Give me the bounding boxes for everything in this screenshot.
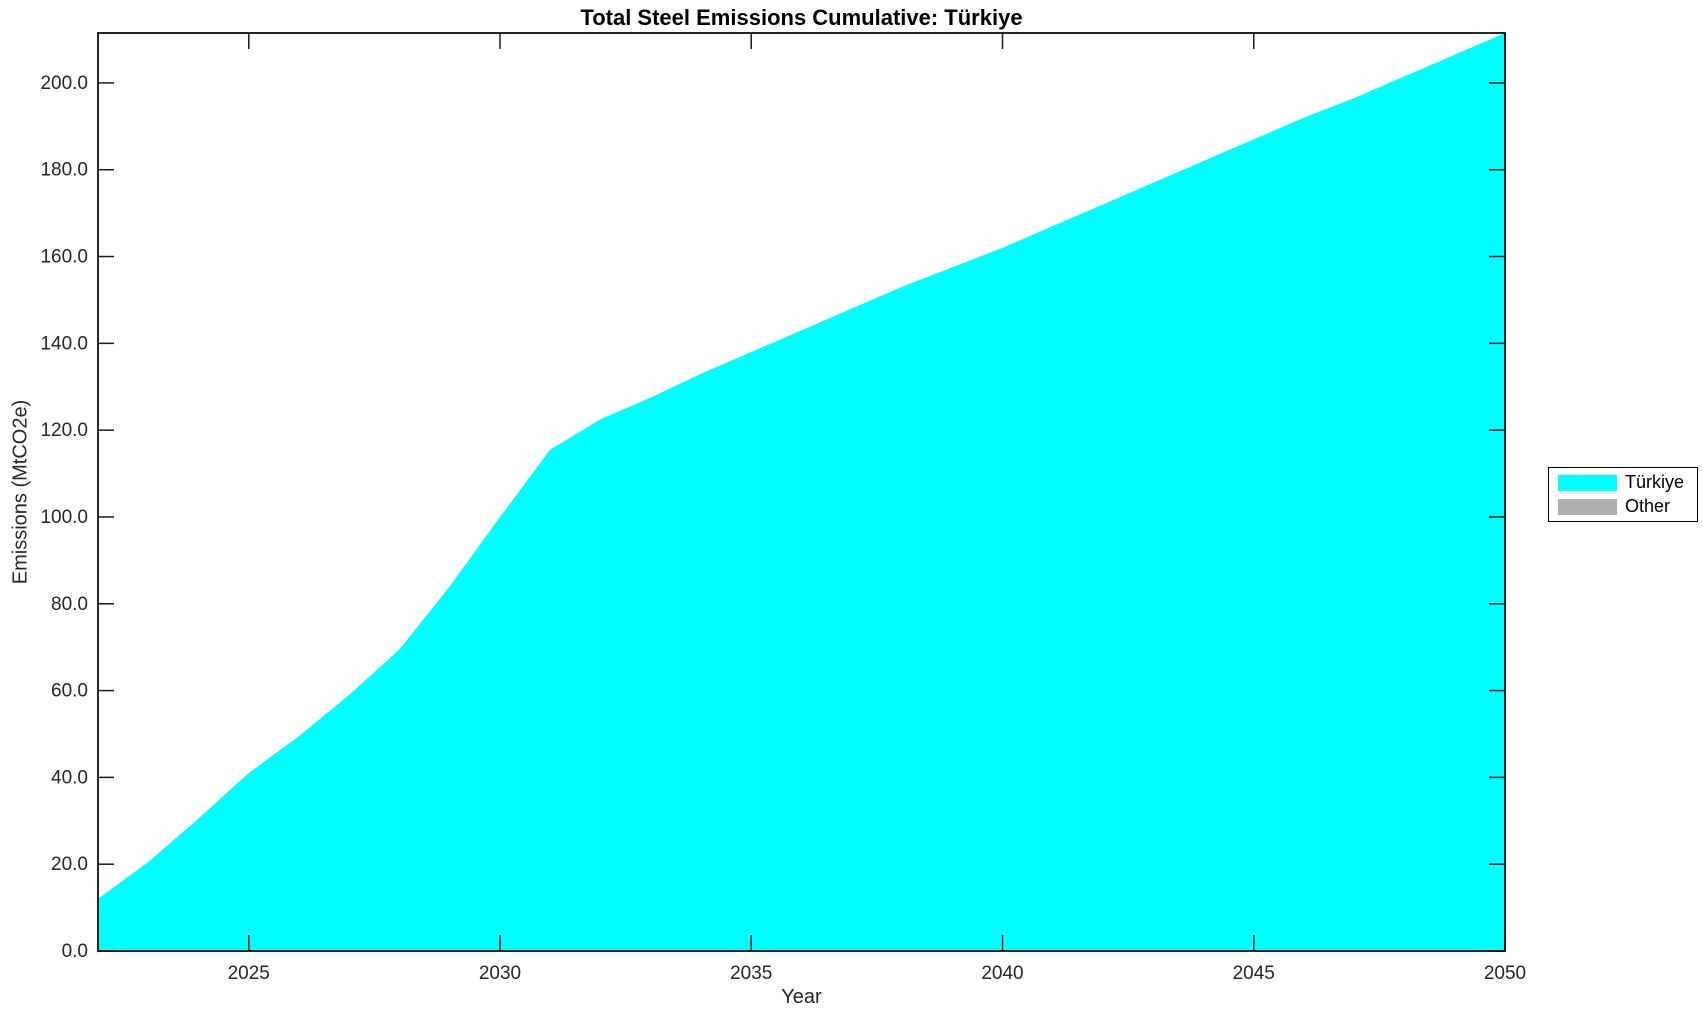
x-tick-label-2030: 2030 (479, 963, 521, 984)
y-tick-label-80.0: 80.0 (51, 594, 88, 615)
x-tick-label-2035: 2035 (730, 963, 772, 984)
legend-entry-turkiye: Türkiye (1549, 472, 1697, 493)
x-tick-label-2025: 2025 (228, 963, 270, 984)
y-tick-label-180.0: 180.0 (40, 160, 88, 181)
legend-label-other: Other (1625, 496, 1671, 516)
y-axis-label: Emissions (MtCO2e) (9, 399, 32, 585)
y-tick-label-100.0: 100.0 (40, 507, 88, 528)
chart-title: Total Steel Emissions Cumulative: Türkiy… (580, 5, 1023, 30)
y-tick-label-200.0: 200.0 (40, 73, 88, 94)
plot-frame (97, 32, 1506, 952)
x-tick-label-2050: 2050 (1484, 963, 1526, 984)
y-tick-label-40.0: 40.0 (51, 767, 88, 788)
area-series-turkiye (98, 33, 1505, 951)
legend-swatch-turkiye (1558, 474, 1617, 491)
legend-label-turkiye: Türkiye (1625, 472, 1685, 492)
y-tick-label-60.0: 60.0 (51, 681, 88, 702)
legend-entry-other: Other (1549, 496, 1697, 517)
x-axis-label: Year (781, 986, 822, 1008)
x-tick-label-2040: 2040 (981, 963, 1023, 984)
x-tick-label-2045: 2045 (1233, 963, 1275, 984)
y-tick-label-140.0: 140.0 (40, 333, 88, 354)
y-tick-label-20.0: 20.0 (51, 854, 88, 875)
y-tick-label-0.0: 0.0 (62, 941, 88, 962)
y-tick-label-120.0: 120.0 (40, 420, 88, 441)
legend-swatch-other (1558, 498, 1617, 515)
legend: Türkiye Other (1548, 467, 1698, 522)
y-tick-label-160.0: 160.0 (40, 247, 88, 268)
